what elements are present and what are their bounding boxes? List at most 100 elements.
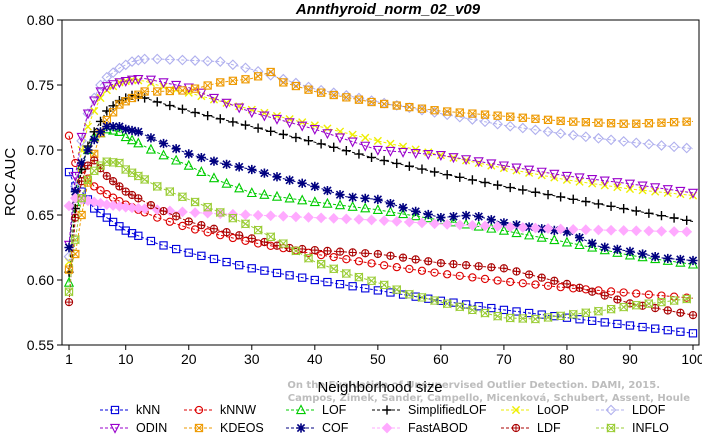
data-point-ldof bbox=[492, 118, 503, 130]
data-point-knn bbox=[247, 264, 256, 273]
data-point-cof bbox=[272, 172, 282, 182]
data-point-inflo bbox=[392, 284, 401, 295]
data-point-kdeos bbox=[430, 106, 439, 115]
data-point-inflo bbox=[480, 308, 490, 318]
data-point-lof bbox=[687, 258, 699, 269]
data-point-knnw bbox=[430, 268, 439, 277]
data-point-inflo bbox=[253, 225, 263, 235]
data-point-fastabod bbox=[366, 214, 377, 226]
data-point-odin bbox=[297, 121, 308, 132]
data-point-lof bbox=[63, 276, 75, 287]
legend-label: KDEOS bbox=[220, 421, 264, 434]
data-point-odin bbox=[511, 163, 522, 174]
data-point-cof bbox=[247, 164, 257, 175]
data-point-odin bbox=[448, 153, 459, 164]
data-point-ldf bbox=[663, 306, 672, 315]
y-axis: 0.55 0.60 0.65 0.70 0.75 0.80 bbox=[27, 12, 62, 353]
data-point-odin bbox=[120, 76, 131, 87]
data-point-knn bbox=[638, 322, 647, 332]
data-point-kdeos bbox=[506, 112, 515, 121]
data-point-knnw bbox=[190, 225, 200, 234]
data-point-ldf bbox=[102, 171, 111, 181]
data-point-cof bbox=[158, 138, 169, 149]
data-point-kdeos bbox=[657, 118, 666, 127]
legend-swatch-marker bbox=[194, 405, 204, 415]
data-point-odin bbox=[70, 171, 81, 182]
data-point-ldf bbox=[247, 234, 256, 243]
data-point-knnw bbox=[342, 255, 351, 264]
data-point-ldf bbox=[487, 263, 496, 272]
data-point-inflo bbox=[518, 313, 527, 324]
data-point-lof bbox=[334, 199, 346, 210]
data-point-fastabod bbox=[107, 200, 119, 211]
data-point-kdeos bbox=[253, 72, 263, 81]
data-point-knnw bbox=[531, 280, 540, 289]
data-point-ldf bbox=[424, 257, 433, 266]
data-point-odin bbox=[322, 129, 333, 140]
data-point-ldf bbox=[159, 206, 168, 216]
data-point-knnw bbox=[594, 286, 603, 295]
data-point-ldf bbox=[222, 228, 231, 237]
data-point-ldf bbox=[449, 259, 458, 269]
data-point-ldf bbox=[260, 237, 269, 247]
data-point-knnw bbox=[405, 264, 414, 274]
data-point-ldof bbox=[567, 129, 579, 141]
data-point-knnw bbox=[569, 284, 578, 293]
legend-label: LoOP bbox=[537, 403, 569, 417]
data-point-lof bbox=[322, 197, 333, 208]
data-point-lof bbox=[448, 216, 459, 227]
data-point-lof bbox=[385, 206, 396, 217]
x-tick-label: 30 bbox=[244, 351, 260, 367]
data-point-ldof bbox=[126, 56, 138, 67]
data-point-cof bbox=[562, 227, 572, 237]
data-point-simplifiedlof bbox=[669, 213, 679, 223]
data-point-odin bbox=[284, 118, 295, 129]
data-point-ldf bbox=[83, 161, 93, 170]
data-point-cof bbox=[511, 220, 522, 230]
data-point-odin bbox=[171, 80, 182, 91]
data-point-kdeos bbox=[581, 118, 590, 127]
data-point-inflo bbox=[279, 238, 288, 249]
data-point-knn bbox=[108, 217, 118, 227]
data-point-inflo bbox=[657, 297, 666, 307]
legend-item-inflo: INFLO bbox=[596, 421, 669, 434]
data-point-cof bbox=[121, 124, 131, 134]
data-point-kdeos bbox=[304, 85, 313, 94]
data-point-simplifiedlof bbox=[215, 114, 225, 124]
data-point-knn bbox=[121, 226, 130, 235]
data-point-simplifiedlof bbox=[505, 182, 515, 193]
data-point-cof bbox=[95, 127, 106, 137]
series-odin bbox=[63, 75, 699, 251]
data-point-ldf bbox=[90, 156, 99, 165]
watermark-line: On the Evaluation of Unsupervised Outlie… bbox=[287, 380, 660, 391]
data-point-lof bbox=[120, 131, 131, 142]
data-point-simplifiedlof bbox=[341, 146, 351, 156]
data-point-simplifiedlof bbox=[518, 185, 528, 195]
legend-swatch-marker bbox=[381, 422, 393, 434]
data-point-knnw bbox=[178, 221, 187, 231]
data-point-knn bbox=[159, 241, 168, 250]
legend-label: LOF bbox=[322, 403, 347, 417]
data-point-lof bbox=[360, 202, 371, 213]
data-point-kdeos bbox=[682, 117, 691, 126]
data-point-ldf bbox=[146, 200, 156, 210]
data-point-inflo bbox=[304, 253, 313, 263]
data-point-cof bbox=[524, 222, 534, 232]
data-point-knn bbox=[260, 266, 269, 275]
data-point-simplifiedlof bbox=[366, 152, 377, 163]
data-point-odin bbox=[133, 75, 144, 85]
legend-item-loop: LoOP bbox=[501, 403, 569, 417]
data-point-ldf bbox=[127, 190, 137, 200]
data-point-lof bbox=[372, 203, 383, 214]
legend-item-ldf: LDF bbox=[501, 421, 561, 434]
legend-label: FastABOD bbox=[408, 421, 468, 434]
data-point-ldof bbox=[139, 53, 151, 65]
data-point-simplifiedlof bbox=[581, 197, 591, 207]
data-point-ldof bbox=[618, 136, 630, 147]
data-point-kdeos bbox=[216, 78, 225, 87]
legend-label: COF bbox=[322, 421, 349, 434]
data-point-lof bbox=[126, 134, 138, 145]
series-inflo bbox=[64, 156, 694, 324]
watermark-line: Campos, Zimek, Sander, Campello, Micenko… bbox=[288, 392, 690, 404]
data-point-loop bbox=[449, 153, 458, 162]
